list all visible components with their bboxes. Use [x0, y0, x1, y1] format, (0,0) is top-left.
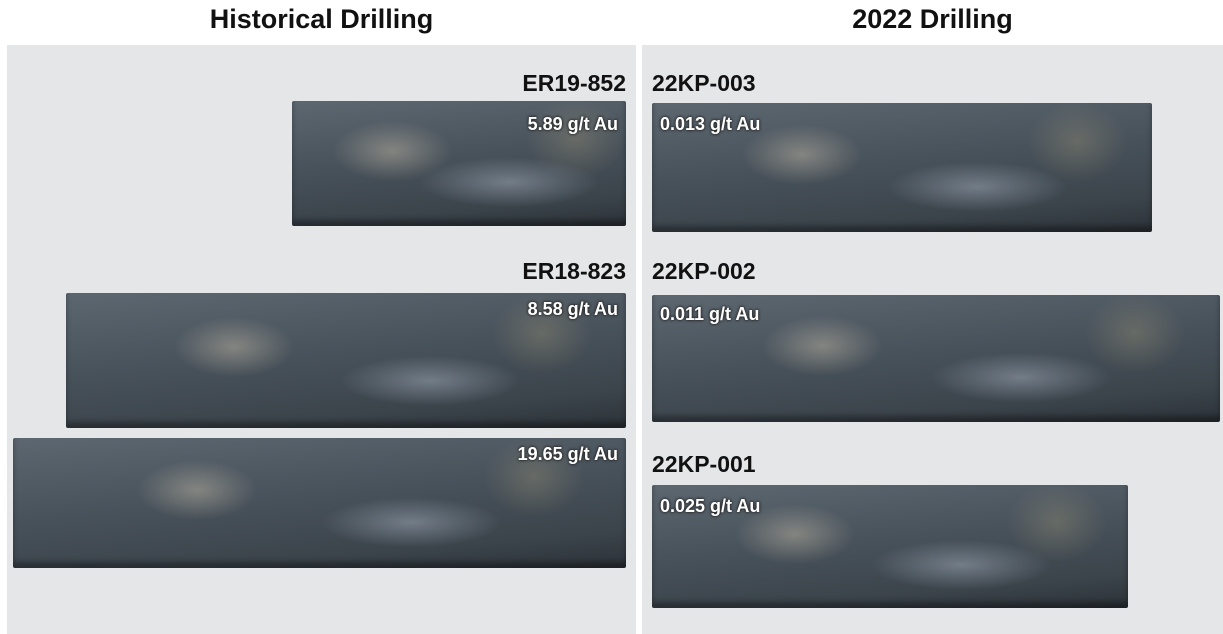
grade-label: 0.025 g/t Au: [660, 496, 761, 516]
core-photo: [652, 295, 1220, 422]
hole-label: 22KP-001: [652, 451, 756, 477]
grade-label: 0.011 g/t Au: [660, 304, 760, 324]
core-photo: [292, 101, 626, 226]
hole-label: ER18-823: [522, 258, 626, 284]
grade-label: 5.89 g/t Au: [527, 114, 618, 134]
section-title: Historical Drilling: [209, 4, 434, 34]
grade-label: 19.65 g/t Au: [517, 444, 618, 464]
core-photo: [66, 293, 626, 428]
core-photo: [13, 438, 626, 568]
core-photo: [652, 485, 1128, 608]
grade-label: 8.58 g/t Au: [527, 299, 618, 319]
section-title: 2022 Drilling: [852, 4, 1013, 34]
core-photo: [652, 103, 1152, 232]
hole-label: 22KP-003: [652, 70, 756, 96]
hole-label: 22KP-002: [652, 258, 756, 284]
hole-label: ER19-852: [522, 70, 626, 96]
grade-label: 0.013 g/t Au: [660, 114, 761, 134]
